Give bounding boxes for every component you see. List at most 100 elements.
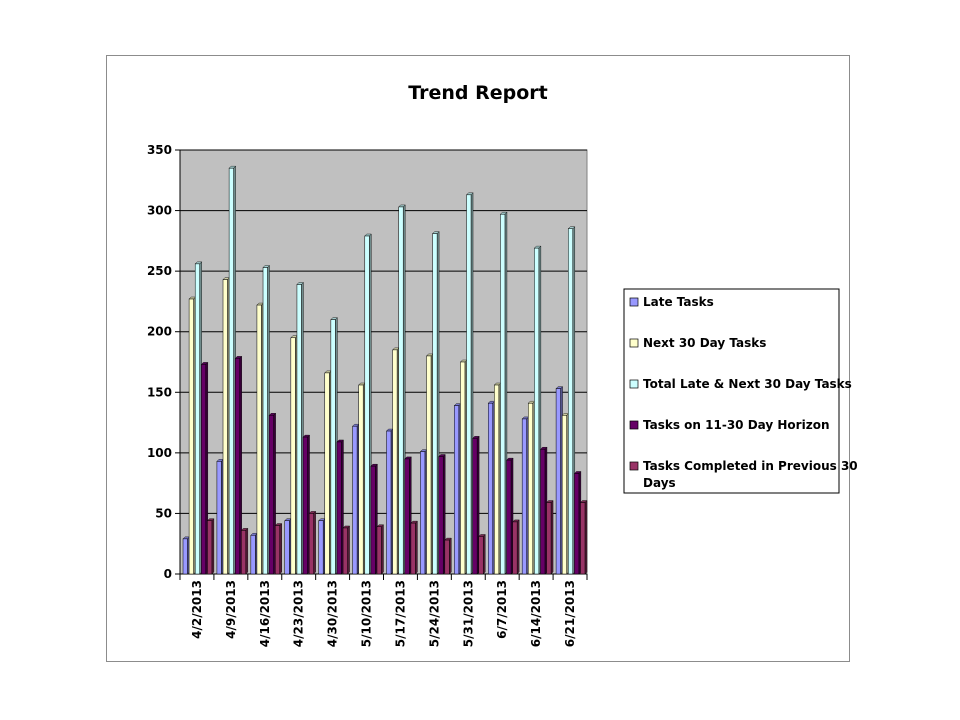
bar bbox=[561, 415, 567, 575]
x-tick-label: 5/10/2013 bbox=[360, 580, 374, 647]
bar bbox=[460, 361, 466, 575]
bar-side bbox=[245, 527, 249, 575]
legend-box bbox=[623, 288, 840, 494]
bar bbox=[392, 349, 398, 575]
bar bbox=[555, 388, 561, 575]
legend-swatch bbox=[629, 379, 639, 389]
legend-label: Total Late & Next 30 Day Tasks bbox=[643, 377, 852, 391]
y-tick-label: 250 bbox=[147, 264, 172, 278]
x-tick-label: 5/31/2013 bbox=[461, 580, 475, 647]
legend-swatch bbox=[629, 420, 639, 430]
x-tick-label: 4/16/2013 bbox=[258, 580, 272, 647]
bar bbox=[250, 534, 256, 575]
bar bbox=[324, 372, 330, 575]
legend-label: Tasks Completed in Previous 30 bbox=[643, 459, 858, 473]
bar bbox=[580, 502, 586, 575]
x-tick-label: 6/21/2013 bbox=[563, 580, 577, 647]
y-tick-label: 200 bbox=[147, 325, 172, 339]
bar bbox=[404, 458, 410, 575]
y-tick-label: 300 bbox=[147, 204, 172, 218]
bar bbox=[540, 448, 546, 575]
bar bbox=[330, 319, 336, 575]
x-tick-label: 4/30/2013 bbox=[326, 580, 340, 647]
legend-swatch bbox=[629, 297, 639, 307]
bar bbox=[216, 461, 222, 575]
bar bbox=[528, 402, 534, 575]
bar bbox=[290, 337, 296, 575]
legend-label: Next 30 Day Tasks bbox=[643, 336, 766, 350]
bar bbox=[342, 527, 348, 575]
bar bbox=[574, 473, 580, 575]
bar bbox=[568, 228, 574, 575]
bar-side bbox=[483, 533, 486, 575]
bar-side bbox=[584, 500, 588, 575]
x-tick-label: 5/17/2013 bbox=[393, 580, 407, 647]
bar bbox=[454, 405, 460, 575]
x-tick-label: 5/24/2013 bbox=[427, 580, 441, 647]
x-tick-label: 6/7/2013 bbox=[495, 580, 509, 639]
bar bbox=[478, 536, 484, 575]
bar bbox=[466, 194, 472, 575]
bar bbox=[546, 502, 552, 575]
bar bbox=[262, 267, 268, 575]
bar bbox=[438, 456, 444, 575]
y-tick-label: 100 bbox=[147, 446, 172, 460]
bar-side bbox=[347, 525, 350, 575]
bar-side bbox=[516, 519, 520, 575]
bar bbox=[512, 521, 518, 575]
bar bbox=[370, 465, 376, 575]
bar bbox=[426, 355, 432, 575]
chart-title: Trend Report bbox=[408, 82, 548, 104]
bar bbox=[207, 520, 213, 575]
bar bbox=[188, 298, 194, 575]
bar bbox=[201, 364, 207, 575]
bar bbox=[336, 441, 342, 575]
bar bbox=[420, 451, 426, 575]
plot-area bbox=[179, 149, 588, 575]
bar bbox=[296, 284, 302, 575]
x-tick-label: 6/14/2013 bbox=[529, 580, 543, 647]
bar-side bbox=[381, 524, 384, 575]
bar bbox=[194, 263, 200, 575]
bar bbox=[308, 513, 314, 575]
x-tick-label: 4/9/2013 bbox=[224, 580, 238, 639]
x-tick-label: 4/23/2013 bbox=[292, 580, 306, 647]
bar bbox=[358, 384, 364, 575]
legend-label: Tasks on 11-30 Day Horizon bbox=[643, 418, 829, 432]
bar-side bbox=[415, 520, 418, 575]
bar bbox=[376, 526, 382, 575]
x-tick-label: 4/2/2013 bbox=[190, 580, 204, 639]
y-tick-label: 150 bbox=[147, 385, 172, 399]
legend-swatch bbox=[629, 461, 639, 471]
bar-side bbox=[279, 523, 282, 575]
bar bbox=[302, 436, 308, 575]
bar bbox=[521, 418, 527, 575]
bar bbox=[228, 167, 234, 575]
bar-side bbox=[449, 537, 452, 575]
y-tick-label: 350 bbox=[147, 143, 172, 157]
bar bbox=[472, 438, 478, 575]
y-tick-label: 0 bbox=[164, 567, 172, 581]
bar bbox=[506, 459, 512, 575]
bar bbox=[352, 425, 358, 575]
bar bbox=[241, 530, 247, 575]
bar bbox=[386, 430, 392, 575]
bar bbox=[364, 235, 370, 575]
bar bbox=[256, 304, 262, 575]
bar bbox=[182, 538, 188, 575]
bar bbox=[398, 206, 404, 575]
bar bbox=[222, 279, 228, 575]
bar bbox=[410, 522, 416, 575]
bar bbox=[488, 402, 493, 575]
bar bbox=[500, 213, 506, 575]
bar bbox=[274, 525, 280, 575]
bar bbox=[268, 415, 274, 575]
bar bbox=[234, 358, 240, 575]
legend-swatch bbox=[629, 338, 639, 348]
bar bbox=[534, 247, 540, 575]
bar bbox=[432, 233, 438, 575]
bar-side bbox=[313, 510, 316, 575]
bar bbox=[318, 520, 324, 575]
bar-side bbox=[550, 500, 554, 575]
